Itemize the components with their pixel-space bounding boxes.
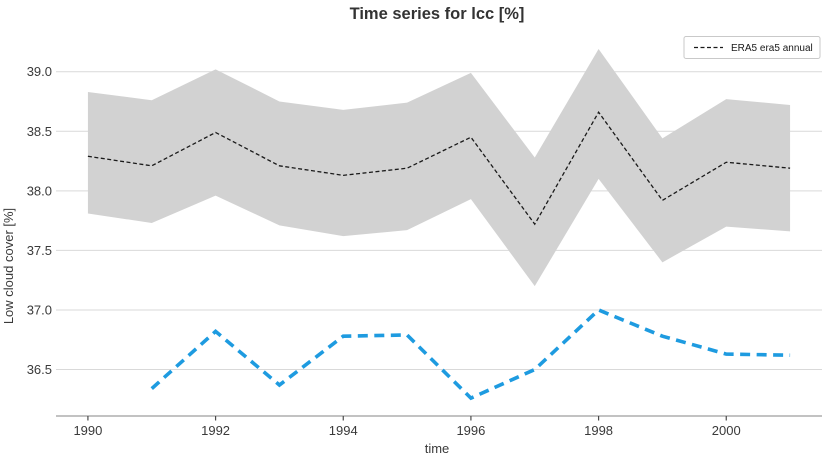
x-tick-label: 2000 xyxy=(712,423,741,438)
legend: ERA5 era5 annual xyxy=(683,36,821,59)
series-line-blue xyxy=(150,307,791,401)
axis-layer xyxy=(56,415,822,421)
legend-label: ERA5 era5 annual xyxy=(731,43,813,54)
y-tick-label: 36.5 xyxy=(27,362,52,377)
x-tick-label: 1998 xyxy=(584,423,613,438)
x-axis-label: time xyxy=(425,441,450,456)
y-tick-label: 38.0 xyxy=(27,183,52,198)
y-tick-label: 37.5 xyxy=(27,243,52,258)
x-tick-label: 1996 xyxy=(456,423,485,438)
y-tick-label: 37.0 xyxy=(27,302,52,317)
x-tick-label: 1994 xyxy=(329,423,358,438)
chart-title: Time series for lcc [%] xyxy=(350,5,525,23)
ticklabel-layer: 36.5 37.0 37.5 38.0 38.5 39.0 1990 1992 1994 1996… xyxy=(27,64,741,438)
series-line-era5-annual xyxy=(87,111,791,226)
series-layer xyxy=(87,111,791,401)
x-tick-label: 1992 xyxy=(201,423,230,438)
y-axis-label: Low cloud cover [%] xyxy=(1,208,16,324)
x-tick-label: 1990 xyxy=(73,423,102,438)
y-tick-label: 39.0 xyxy=(27,64,52,79)
confidence-band xyxy=(87,49,791,287)
y-tick-label: 38.5 xyxy=(27,124,52,139)
legend-frame xyxy=(683,36,821,59)
band-layer xyxy=(87,49,791,287)
